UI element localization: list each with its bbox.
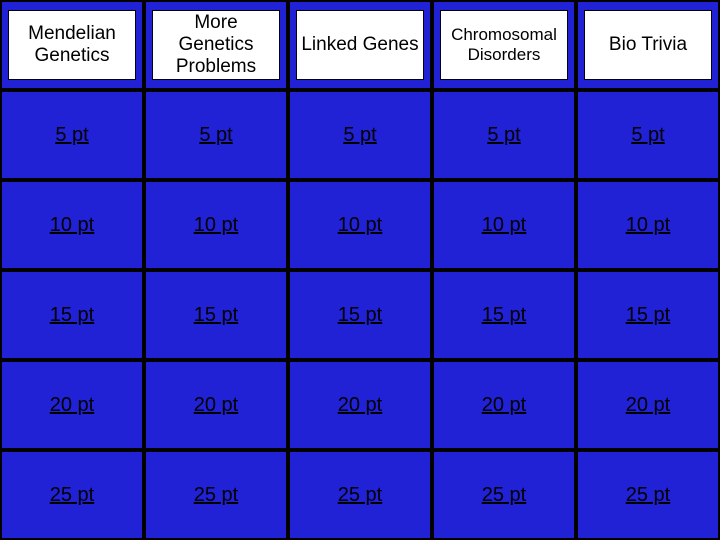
point-cell[interactable]: 15 pt — [576, 270, 720, 360]
point-value: 5 pt — [631, 124, 664, 147]
point-value: 25 pt — [338, 484, 382, 507]
category-label: More Genetics Problems — [155, 12, 278, 78]
jeopardy-board: Mendelian Genetics More Genetics Problem… — [0, 0, 720, 540]
point-value: 20 pt — [194, 394, 238, 417]
point-value: 20 pt — [338, 394, 382, 417]
point-cell[interactable]: 25 pt — [576, 450, 720, 540]
point-value: 25 pt — [626, 484, 670, 507]
category-header-inner: More Genetics Problems — [152, 10, 281, 81]
point-cell[interactable]: 15 pt — [432, 270, 576, 360]
point-value: 15 pt — [626, 304, 670, 327]
point-value: 15 pt — [194, 304, 238, 327]
point-cell[interactable]: 20 pt — [288, 360, 432, 450]
category-header: Bio Trivia — [576, 0, 720, 90]
point-cell[interactable]: 10 pt — [432, 180, 576, 270]
point-value: 10 pt — [338, 214, 382, 237]
point-cell[interactable]: 20 pt — [144, 360, 288, 450]
point-value: 5 pt — [487, 124, 520, 147]
point-value: 20 pt — [482, 394, 526, 417]
point-cell[interactable]: 5 pt — [0, 90, 144, 180]
point-value: 15 pt — [482, 304, 526, 327]
point-value: 25 pt — [50, 484, 94, 507]
point-value: 15 pt — [338, 304, 382, 327]
category-label: Linked Genes — [301, 34, 418, 56]
point-cell[interactable]: 25 pt — [0, 450, 144, 540]
point-value: 25 pt — [482, 484, 526, 507]
point-value: 10 pt — [194, 214, 238, 237]
point-cell[interactable]: 10 pt — [576, 180, 720, 270]
point-cell[interactable]: 10 pt — [144, 180, 288, 270]
point-cell[interactable]: 25 pt — [288, 450, 432, 540]
point-cell[interactable]: 15 pt — [144, 270, 288, 360]
point-value: 10 pt — [482, 214, 526, 237]
point-cell[interactable]: 20 pt — [0, 360, 144, 450]
point-cell[interactable]: 10 pt — [0, 180, 144, 270]
point-value: 25 pt — [194, 484, 238, 507]
category-header-inner: Bio Trivia — [584, 10, 713, 81]
category-label: Chromosomal Disorders — [443, 25, 566, 64]
category-header: Mendelian Genetics — [0, 0, 144, 90]
category-header: Chromosomal Disorders — [432, 0, 576, 90]
point-value: 5 pt — [199, 124, 232, 147]
point-cell[interactable]: 25 pt — [432, 450, 576, 540]
point-value: 10 pt — [50, 214, 94, 237]
point-value: 20 pt — [626, 394, 670, 417]
category-header-inner: Linked Genes — [296, 10, 425, 81]
point-cell[interactable]: 15 pt — [0, 270, 144, 360]
point-value: 5 pt — [343, 124, 376, 147]
category-label: Mendelian Genetics — [11, 23, 134, 67]
point-cell[interactable]: 20 pt — [432, 360, 576, 450]
point-cell[interactable]: 5 pt — [432, 90, 576, 180]
point-value: 15 pt — [50, 304, 94, 327]
point-cell[interactable]: 20 pt — [576, 360, 720, 450]
category-header: More Genetics Problems — [144, 0, 288, 90]
point-cell[interactable]: 5 pt — [288, 90, 432, 180]
point-cell[interactable]: 5 pt — [576, 90, 720, 180]
point-cell[interactable]: 15 pt — [288, 270, 432, 360]
point-value: 5 pt — [55, 124, 88, 147]
category-label: Bio Trivia — [609, 34, 687, 56]
category-header-inner: Chromosomal Disorders — [440, 10, 569, 81]
category-header: Linked Genes — [288, 0, 432, 90]
point-cell[interactable]: 25 pt — [144, 450, 288, 540]
point-cell[interactable]: 10 pt — [288, 180, 432, 270]
point-cell[interactable]: 5 pt — [144, 90, 288, 180]
point-value: 10 pt — [626, 214, 670, 237]
point-value: 20 pt — [50, 394, 94, 417]
category-header-inner: Mendelian Genetics — [8, 10, 137, 81]
